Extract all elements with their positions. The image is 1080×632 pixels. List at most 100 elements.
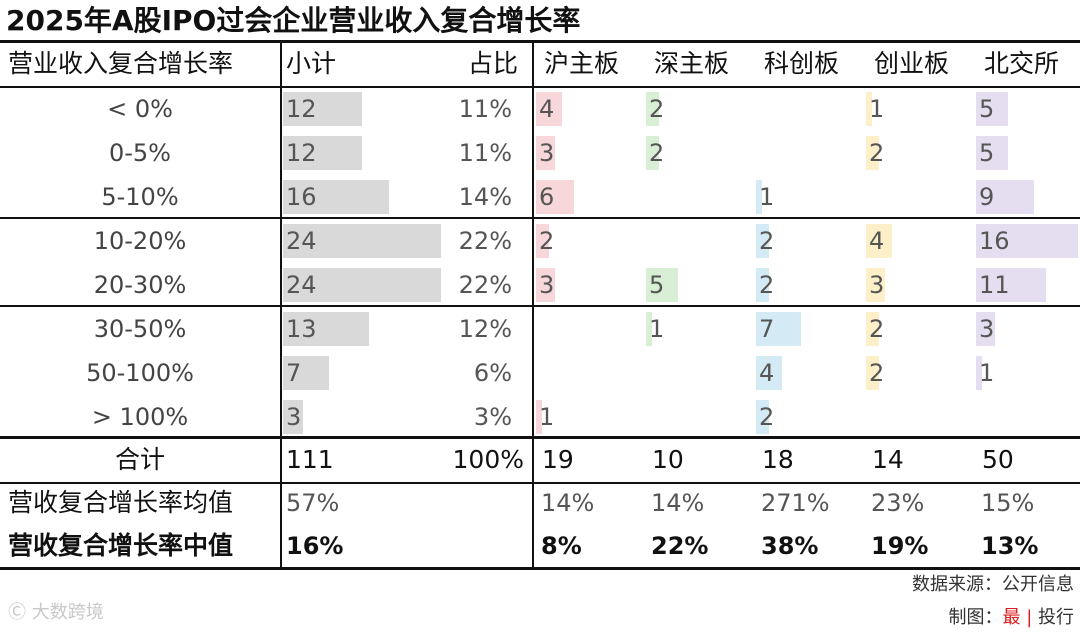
median-board-value: 19% [871, 532, 929, 560]
table-rule-1 [0, 86, 1080, 88]
row-board-value: 7 [759, 315, 775, 343]
total-board-value: 18 [762, 445, 794, 474]
board-bar [536, 180, 574, 214]
board-bar [646, 136, 659, 170]
board-bar [646, 92, 659, 126]
median-board-value: 13% [981, 532, 1039, 560]
row-board-value: 1 [759, 183, 775, 211]
row-range-label: 0-5% [108, 139, 171, 167]
row-subtotal: 12 [286, 139, 317, 167]
row-subtotal: 16 [286, 183, 317, 211]
row-board-value: 3 [979, 315, 995, 343]
watermark-text: 大数跨境 [31, 602, 104, 623]
subtotal-bar [283, 92, 362, 126]
row-board-value: 4 [869, 227, 885, 255]
header-subtotal: 小计 [286, 49, 337, 78]
mean-board-value: 14% [541, 489, 595, 517]
board-bar [756, 400, 769, 434]
board-bar [976, 312, 995, 346]
row-range-label: 50-100% [86, 359, 194, 387]
row-board-value: 5 [979, 139, 995, 167]
row-board-value: 1 [979, 359, 995, 387]
total-share: 100% [452, 445, 524, 474]
row-range-label: 10-20% [93, 227, 187, 255]
header-board-4: 北交所 [984, 49, 1060, 78]
board-bar [756, 356, 782, 390]
board-bar [866, 268, 885, 302]
row-board-value: 3 [539, 139, 555, 167]
row-share: 12% [458, 315, 512, 343]
board-bar [536, 400, 542, 434]
row-board-value: 3 [869, 271, 885, 299]
table-rule-5 [0, 482, 1080, 484]
row-board-value: 5 [979, 95, 995, 123]
board-bar [756, 180, 762, 214]
total-label: 合计 [114, 445, 165, 474]
total-board-value: 14 [872, 445, 904, 474]
board-bar [976, 356, 982, 390]
board-bar [536, 268, 555, 302]
board-bar [646, 312, 652, 346]
subtotal-bar [283, 224, 441, 258]
header-board-3: 创业板 [874, 49, 950, 78]
row-subtotal: 24 [286, 227, 317, 255]
mean-label: 营收复合增长率均值 [8, 488, 234, 517]
row-range-label: < 0% [107, 95, 173, 123]
row-board-value: 2 [869, 139, 885, 167]
row-share: 22% [458, 227, 512, 255]
subtotal-bar [283, 312, 369, 346]
table-divider-0 [280, 40, 282, 568]
row-range-label: 5-10% [101, 183, 179, 211]
table-divider-1 [532, 40, 534, 568]
row-subtotal: 12 [286, 95, 317, 123]
mean-board-value: 271% [761, 489, 830, 517]
subtotal-bar [283, 180, 389, 214]
row-board-value: 4 [539, 95, 555, 123]
table-rule-4 [0, 436, 1080, 439]
board-bar [536, 224, 549, 258]
total-board-value: 19 [542, 445, 574, 474]
row-board-value: 1 [869, 95, 885, 123]
median-label: 营收复合增长率中值 [8, 531, 234, 560]
row-share: 3% [473, 403, 512, 431]
row-board-value: 9 [979, 183, 995, 211]
header-board-2: 科创板 [764, 49, 840, 78]
board-bar [756, 268, 769, 302]
row-subtotal: 13 [286, 315, 317, 343]
subtotal-bar [283, 356, 329, 390]
board-bar [976, 180, 1034, 214]
median-board-value: 22% [651, 532, 709, 560]
mean-board-value: 14% [651, 489, 705, 517]
table-rule-6 [0, 567, 1080, 570]
mean-subtotal: 57% [286, 489, 340, 517]
board-bar [976, 92, 1008, 126]
row-board-value: 1 [649, 315, 665, 343]
board-bar [866, 312, 879, 346]
credit-separator: | [1026, 607, 1033, 628]
table-rule-3 [0, 305, 1080, 307]
row-board-value: 16 [979, 227, 1010, 255]
row-share: 22% [458, 271, 512, 299]
row-subtotal: 7 [286, 359, 302, 387]
board-bar [976, 136, 1008, 170]
mean-board-value: 23% [871, 489, 925, 517]
credit-brand-suffix: 投行 [1038, 607, 1074, 628]
board-bar [756, 312, 801, 346]
row-board-value: 4 [759, 359, 775, 387]
subtotal-bar [283, 268, 441, 302]
row-board-value: 1 [539, 403, 555, 431]
row-board-value: 5 [649, 271, 665, 299]
row-board-value: 3 [539, 271, 555, 299]
row-board-value: 2 [869, 315, 885, 343]
table-rule-0 [0, 40, 1080, 43]
total-board-value: 10 [652, 445, 684, 474]
board-bar [756, 224, 769, 258]
credit-prefix: 制图： [948, 607, 1003, 628]
total-subtotal: 111 [286, 445, 334, 474]
row-board-value: 2 [759, 227, 775, 255]
row-range-label: 20-30% [93, 271, 187, 299]
median-subtotal: 16% [286, 532, 344, 560]
board-bar [536, 92, 562, 126]
board-bar [536, 136, 555, 170]
board-bar [976, 224, 1078, 258]
